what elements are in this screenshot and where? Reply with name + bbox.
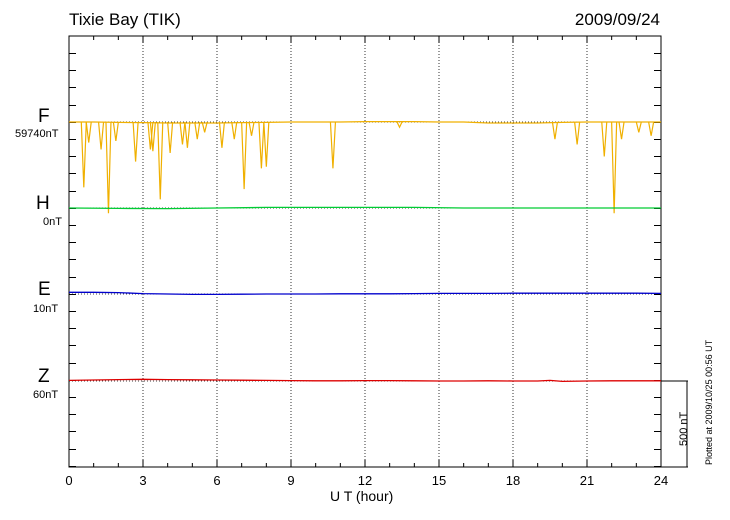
x-tick-label: 24 [654,473,668,488]
x-tick-label: 15 [432,473,446,488]
series-spike-f [635,121,642,133]
series-label-z: Z [38,366,50,387]
series-spike-f [85,121,92,143]
series-spike-f [218,121,226,148]
series-spike-f [241,121,248,190]
series-spike-f [167,121,174,154]
series-line-h [68,206,661,210]
series-spike-f [149,121,156,152]
series-spike-f [179,121,186,145]
series-spike-f [231,121,238,140]
series-spike-f [258,121,265,169]
series-label-e: E [38,279,51,300]
series-spike-f [601,121,608,157]
series-spike-f [97,121,105,150]
series-spike-f [574,121,581,145]
series-spike-f [105,121,112,214]
date-label: 2009/09/24 [574,10,660,29]
series-spike-f [201,121,208,133]
baseline-label-h: 0nT [43,216,62,228]
series-spike-f [329,121,337,169]
station-title: Tixie Bay (TIK) [69,10,181,29]
series-spike-f [611,121,618,214]
series-spike-f [157,121,164,200]
series-spike-f [551,121,559,140]
series-spike-f [396,121,403,129]
x-axis-label: U T (hour) [330,488,394,504]
series-label-h: H [36,193,50,214]
baseline-label-e: 10nT [33,303,59,315]
series-spike-f [194,121,201,140]
x-tick-label: 18 [506,473,520,488]
x-tick-label: 0 [65,473,72,488]
series-spike-f [132,121,139,162]
series-spike-f [112,121,119,141]
baseline-label-f: 59740nT [15,128,59,140]
series-spike-f [184,121,191,148]
series-spike-f [80,121,87,188]
series-spike-f [248,121,255,136]
series-spike-f [263,121,270,167]
series-spike-f [147,121,154,150]
series-spike-f [618,121,625,140]
series-label-f: F [38,106,50,127]
x-tick-label: 6 [213,473,220,488]
x-tick-label: 21 [580,473,594,488]
series-spike-f [648,121,655,136]
x-tick-label: 12 [358,473,372,488]
series-line-e [69,291,662,296]
x-tick-label: 3 [139,473,146,488]
x-tick-label: 9 [287,473,294,488]
series-line-z [68,378,661,383]
baseline-label-z: 60nT [33,389,59,401]
